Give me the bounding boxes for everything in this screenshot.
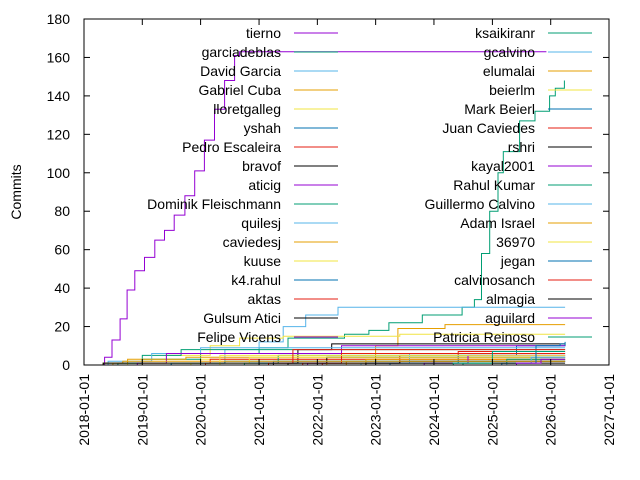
x-tick-label: 2019-01-01: [134, 374, 150, 446]
legend-label: Guillermo Calvino: [425, 196, 536, 212]
legend-label: caviedesj: [223, 234, 281, 250]
legend-label: Patricia Reinoso: [433, 329, 535, 345]
y-axis-label: Commits: [8, 164, 24, 219]
x-tick-label: 2018-01-01: [76, 374, 92, 446]
legend-label: beierlm: [489, 82, 535, 98]
x-tick-label: 2025-01-01: [484, 374, 500, 446]
legend-label: David Garcia: [200, 63, 281, 79]
legend-label: yshah: [244, 120, 281, 136]
y-tick-label: 80: [54, 203, 70, 219]
legend-label: kayal2001: [471, 158, 535, 174]
series-line-aguilard: [511, 358, 566, 366]
legend-label: calvinosanch: [454, 272, 535, 288]
legend-label: 36970: [496, 234, 535, 250]
legend: tierno garciadeblas David Garcia Gabriel Cu…: [147, 25, 592, 345]
y-tick-label: 0: [62, 357, 70, 373]
legend-label: aguilard: [485, 310, 535, 326]
y-tick-label: 40: [54, 280, 70, 296]
series-line-aktas: [200, 358, 566, 366]
axes-layer: 0 20 40 60 80 100 120 140 160 180 2018-01-01 2019-0…: [47, 11, 617, 446]
legend-label: Rahul Kumar: [453, 177, 535, 193]
legend-label: gcalvino: [484, 44, 536, 60]
legend-label: Gulsum Atici: [203, 310, 281, 326]
legend-label: elumalai: [483, 63, 535, 79]
legend-label: almagia: [486, 291, 535, 307]
legend-label: k4.rahul: [231, 272, 281, 288]
y-tick-label: 120: [47, 126, 71, 142]
legend-label: rshri: [508, 139, 535, 155]
y-tick-label: 180: [47, 11, 71, 27]
series-line-elumalai: [322, 358, 566, 366]
legend-label: aticig: [248, 177, 281, 193]
legend-label: tierno: [246, 25, 281, 41]
legend-label: ksaikiranr: [475, 25, 535, 41]
x-tick-label: 2022-01-01: [309, 374, 325, 446]
legend-label: Adam Israel: [460, 215, 535, 231]
x-tick-label: 2026-01-01: [543, 374, 559, 446]
x-tick-label: 2027-01-01: [601, 374, 617, 446]
legend-label: garciadeblas: [202, 44, 281, 60]
x-tick-label: 2020-01-01: [193, 374, 209, 446]
legend-label: Dominik Fleischmann: [147, 196, 281, 212]
x-tick-label: 2021-01-01: [251, 374, 267, 446]
legend-label: Pedro Escaleira: [182, 139, 281, 155]
legend-label: Gabriel Cuba: [199, 82, 282, 98]
x-tick-label: 2023-01-01: [368, 374, 384, 446]
legend-label: aktas: [248, 291, 281, 307]
y-tick-label: 20: [54, 319, 70, 335]
legend-label: Felipe Vicens: [197, 329, 281, 345]
series-line-rahul-kumar: [458, 358, 566, 366]
y-tick-label: 160: [47, 49, 71, 65]
legend-label: quilesj: [241, 215, 281, 231]
series-line-tierno: [98, 51, 547, 366]
legend-label: bravof: [242, 158, 281, 174]
plot-frame: [83, 18, 610, 366]
y-tick-label: 140: [47, 88, 71, 104]
x-tick-label: 2024-01-01: [426, 374, 442, 446]
y-tick-label: 100: [47, 165, 71, 181]
legend-label: Mark Beierl: [464, 101, 535, 117]
legend-label: lloretgalleg: [213, 101, 281, 117]
y-tick-label: 60: [54, 242, 70, 258]
legend-label: jegan: [500, 253, 535, 269]
legend-label: kuuse: [244, 253, 282, 269]
series-line-bravof: [268, 343, 566, 366]
series-line-quilesj: [103, 347, 566, 366]
legend-label: Juan Caviedes: [442, 120, 535, 136]
